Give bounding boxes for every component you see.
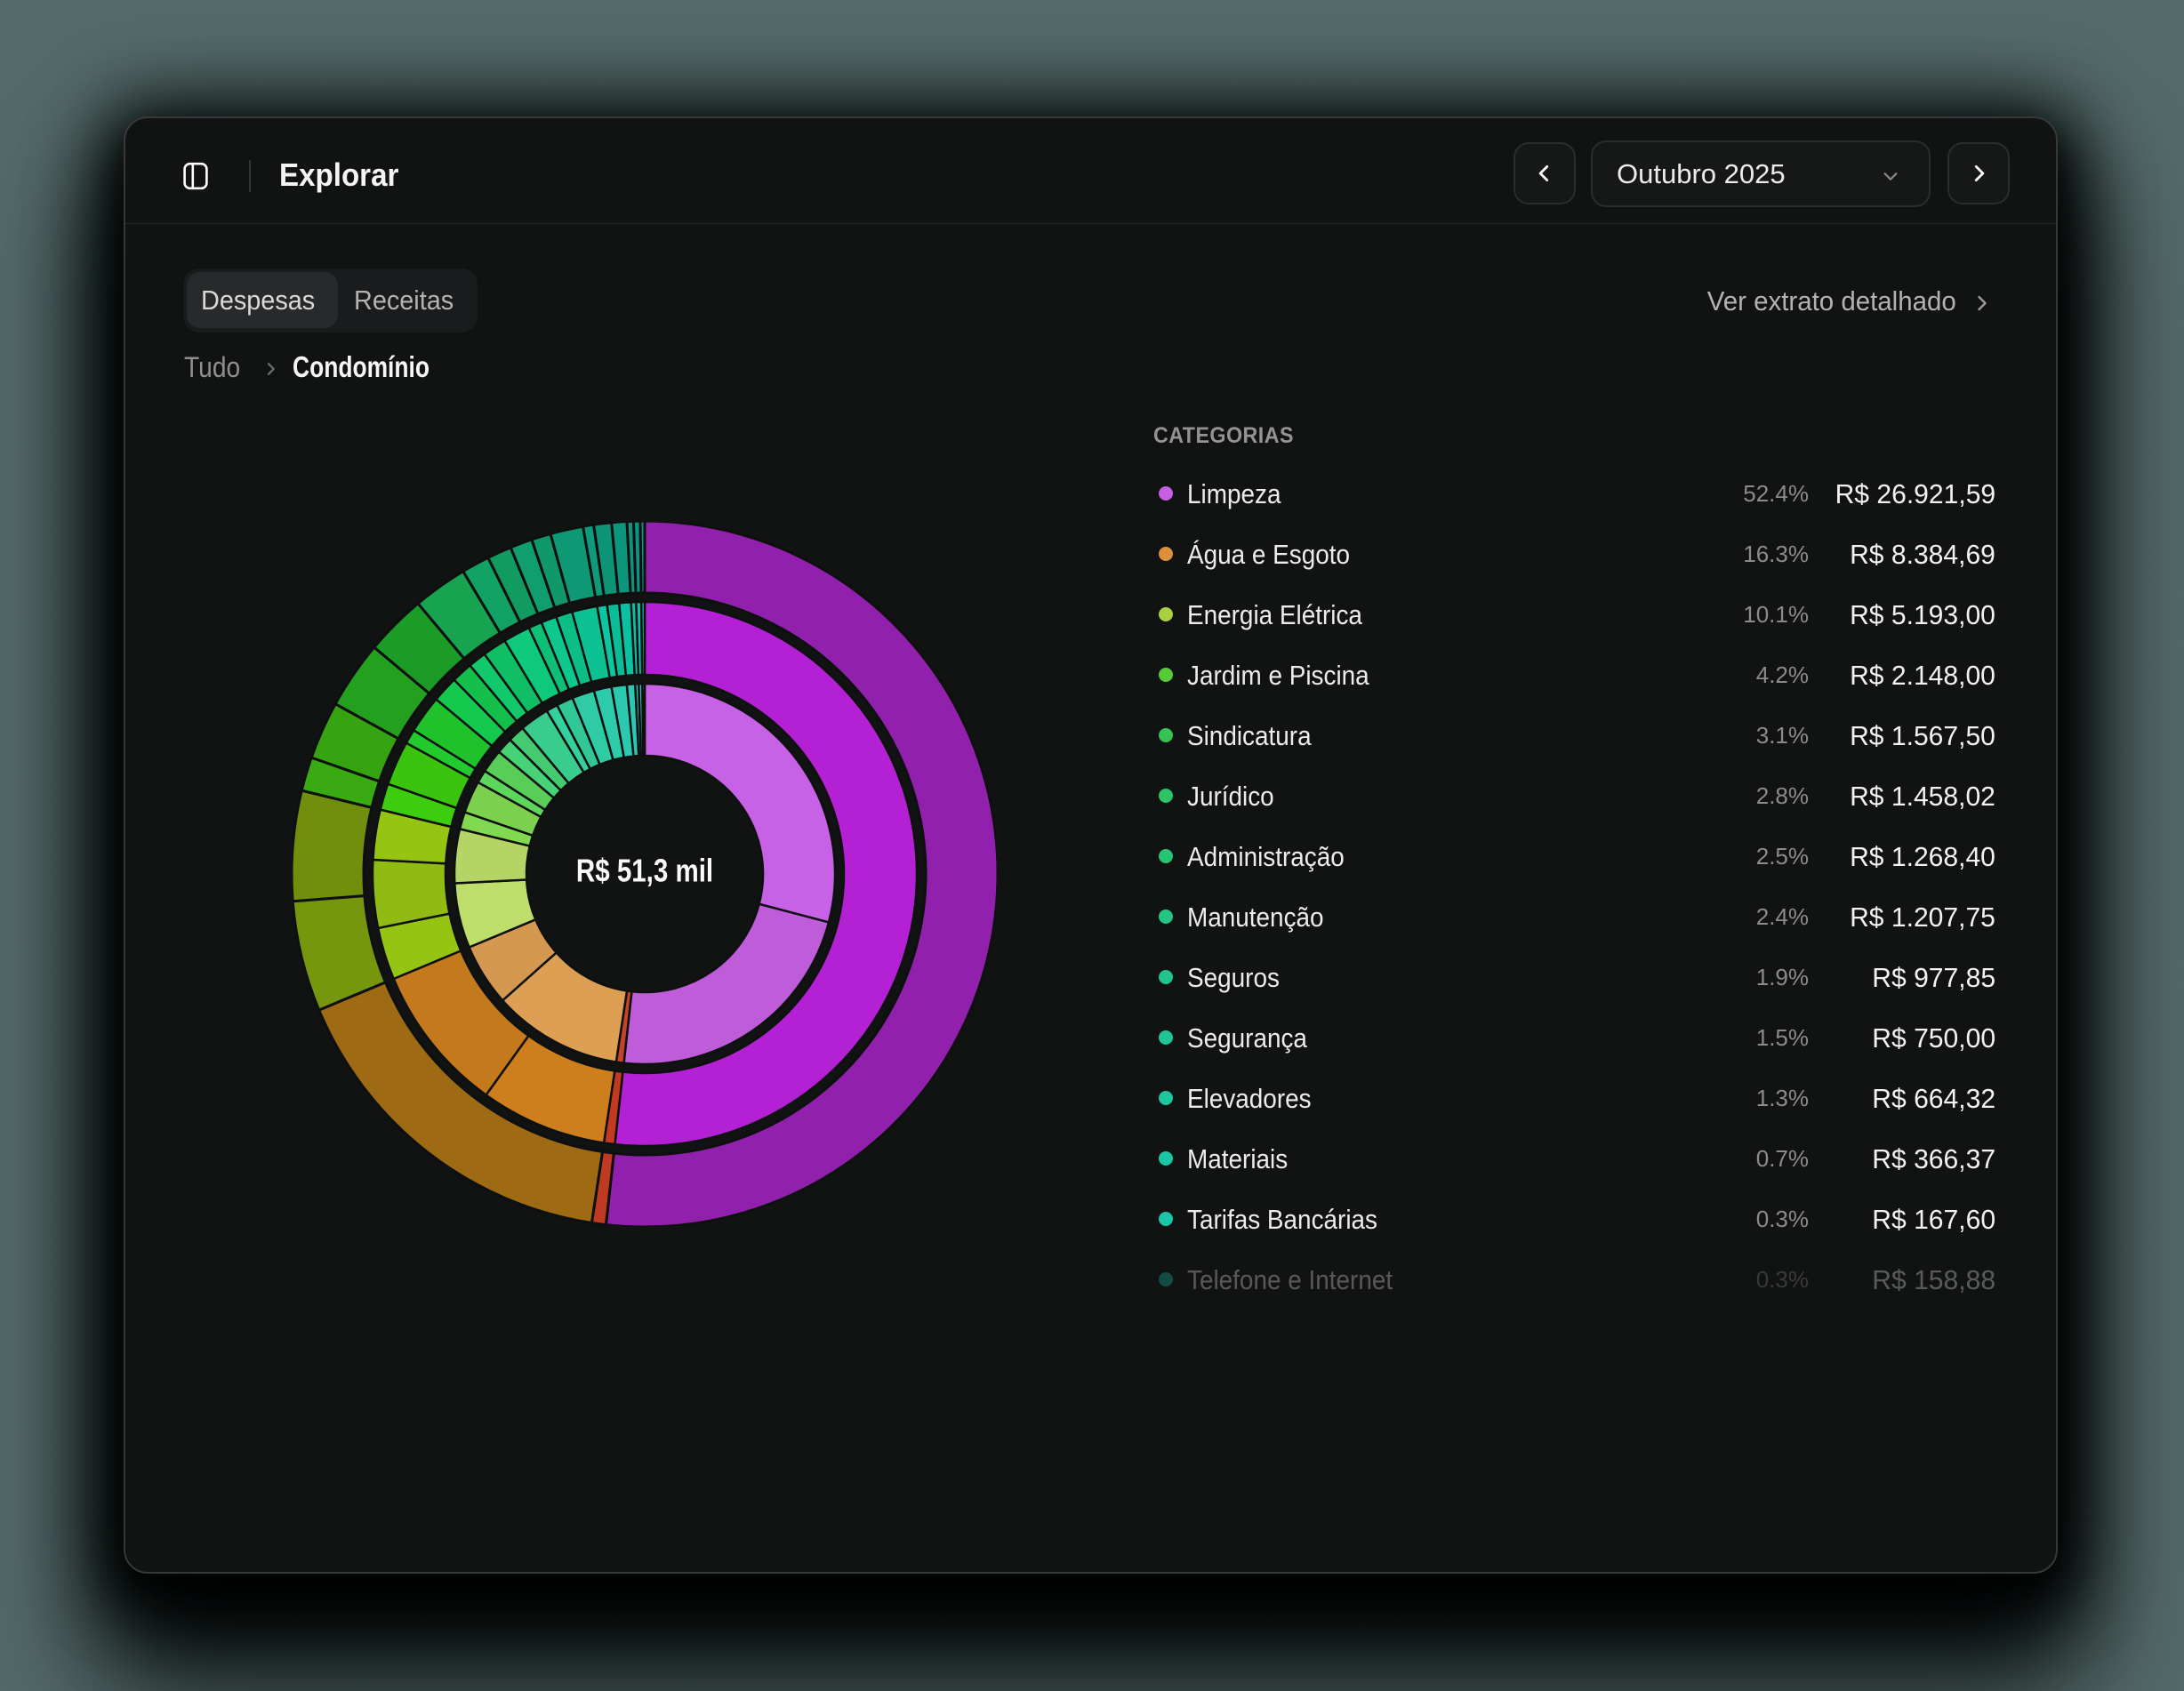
svg-text:R$ 51,3 mil: R$ 51,3 mil: [576, 853, 713, 888]
